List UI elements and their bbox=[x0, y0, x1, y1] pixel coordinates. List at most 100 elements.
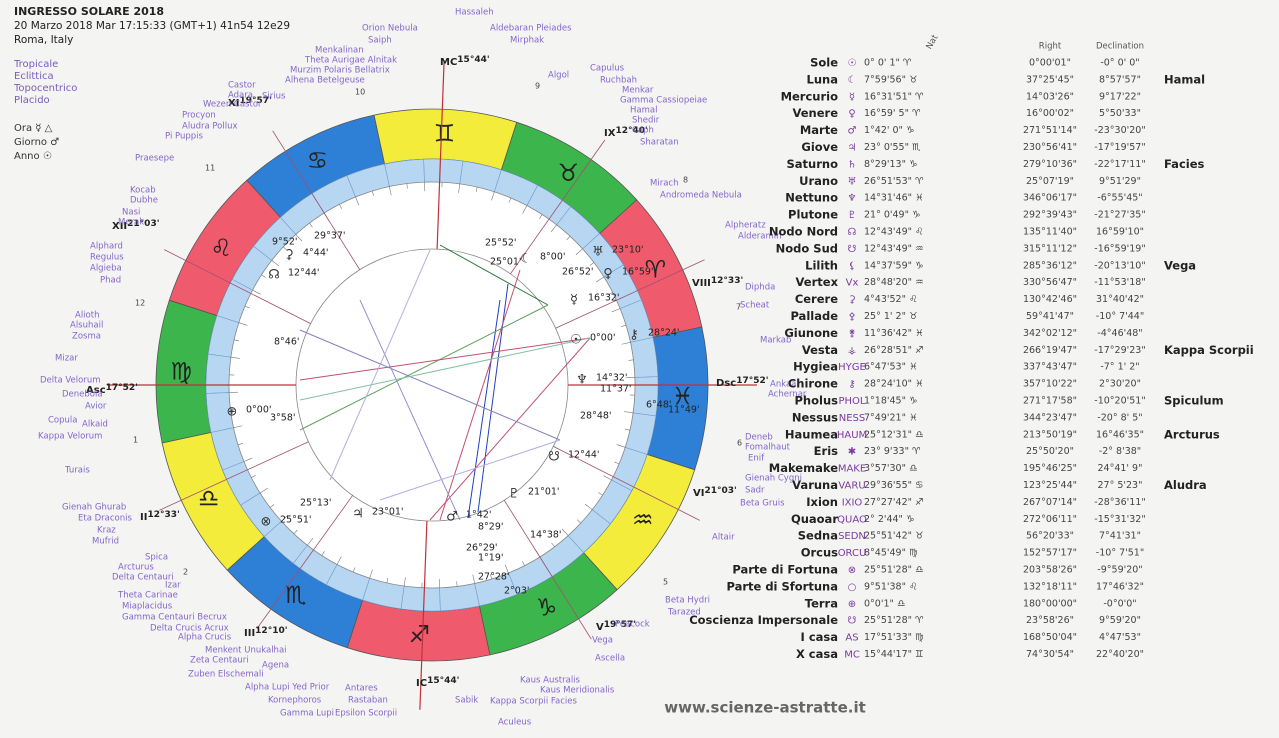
option: Topocentrico bbox=[13, 83, 77, 94]
planet-degree: 11°49' bbox=[668, 405, 700, 416]
place: Roma, Italy bbox=[14, 34, 73, 46]
star-name: Altair bbox=[712, 533, 735, 543]
planet-degree: 11°37' bbox=[600, 384, 632, 395]
row-right-ascension: 271°51'14" bbox=[1023, 125, 1077, 136]
sector-number: 1 bbox=[133, 436, 138, 445]
sector-number: 9 bbox=[535, 82, 540, 91]
row-right-ascension: 344°23'47" bbox=[1023, 412, 1077, 423]
degree-tick bbox=[281, 514, 289, 522]
star-name: Alioth bbox=[75, 311, 99, 321]
option: Tropicale bbox=[13, 59, 58, 70]
degree-tick bbox=[584, 503, 593, 510]
star-name: Wezen Castor bbox=[203, 100, 262, 110]
degree-tick bbox=[456, 581, 458, 587]
planet-glyph: ⚳ bbox=[284, 248, 294, 263]
row-declination: 9°59'20" bbox=[1099, 615, 1141, 626]
planet-glyph: ♇ bbox=[508, 487, 520, 502]
star-name: Tarazed bbox=[667, 608, 701, 618]
degree-tick bbox=[589, 262, 595, 266]
website: www.scienze-astratte.it bbox=[664, 699, 866, 717]
planet-degree: 25°01' bbox=[490, 257, 522, 268]
row-star: Hamal bbox=[1164, 72, 1205, 86]
aspect-line bbox=[299, 337, 591, 381]
sector-number: 7 bbox=[736, 303, 741, 312]
degree-tick bbox=[307, 537, 314, 546]
star-name: Zosma bbox=[72, 332, 101, 342]
row-name: Vesta bbox=[802, 343, 838, 357]
degree-tick bbox=[624, 428, 630, 431]
house-label: Asc17°52' bbox=[86, 383, 138, 397]
star-name: Miaplacidus bbox=[122, 602, 173, 612]
star-name: Gamma Lupi bbox=[280, 709, 334, 719]
star-name: Alpha Lupi Yed Prior bbox=[245, 683, 330, 693]
sign-glyph: ♈ bbox=[645, 256, 667, 284]
row-declination: -2° 8'38" bbox=[1099, 446, 1141, 457]
degree-tick bbox=[628, 359, 634, 361]
row-name: I casa bbox=[801, 630, 838, 644]
degree-tick bbox=[608, 292, 613, 295]
row-name: Chirone bbox=[788, 377, 838, 391]
degree-tick bbox=[238, 322, 248, 326]
row-name: Haumea bbox=[785, 427, 838, 441]
row-longitude: 8°45'49" ♍ bbox=[864, 548, 918, 559]
planet-degree: 12°44' bbox=[288, 268, 320, 279]
degree-tick bbox=[389, 186, 392, 196]
row-glyph: HAUM bbox=[837, 430, 867, 441]
sector-number: 8 bbox=[683, 176, 688, 185]
star-name: Alhena Betelgeuse bbox=[285, 76, 365, 86]
degree-tick bbox=[261, 274, 266, 278]
planet-degree: 6°48' bbox=[646, 400, 672, 411]
row-longitude: 25°51'28" ♈ bbox=[864, 615, 924, 626]
row-right-ascension: 180°00'00" bbox=[1023, 598, 1077, 609]
sign-glyph: ♒ bbox=[632, 506, 654, 534]
star-name: Alpha Crucis bbox=[178, 633, 232, 643]
house-number: VI bbox=[693, 488, 704, 499]
row-declination: 27° 5'23" bbox=[1098, 480, 1143, 491]
house-degree: 12°33' bbox=[711, 276, 743, 286]
row-declination: 9°17'22" bbox=[1099, 91, 1141, 102]
row-declination: -0°0'0" bbox=[1103, 598, 1136, 609]
row-declination: 16°46'35" bbox=[1096, 429, 1144, 440]
planet-degree: 14°32' bbox=[596, 373, 628, 384]
star-name: Zuben Elschemali bbox=[188, 670, 264, 680]
star-name: Alphard bbox=[90, 242, 123, 252]
row-declination: -7° 1' 2" bbox=[1100, 362, 1139, 373]
star-name: Avior bbox=[85, 402, 107, 412]
row-name: Cerere bbox=[795, 292, 838, 306]
degree-tick bbox=[369, 569, 373, 579]
star-name: Orion Nebula bbox=[362, 24, 418, 34]
row-declination: -6°55'45" bbox=[1097, 193, 1142, 204]
row-glyph: ♅ bbox=[848, 176, 857, 187]
house-label: VI21°03' bbox=[693, 486, 737, 500]
planet-glyph: ☋ bbox=[548, 450, 560, 465]
star-name: Shedir bbox=[632, 116, 660, 126]
row-glyph: SEDN bbox=[838, 531, 866, 542]
house-degree: 12°40' bbox=[615, 126, 647, 136]
sign-glyph: ♉ bbox=[557, 159, 579, 187]
row-star: Vega bbox=[1164, 258, 1196, 272]
option: Eclittica bbox=[14, 71, 54, 82]
row-declination: -0° 0' 0" bbox=[1100, 58, 1139, 69]
row-right-ascension: 168°50'04" bbox=[1023, 632, 1077, 643]
sector-number: 10 bbox=[355, 88, 365, 97]
planet-degree: 21°01' bbox=[528, 487, 560, 498]
row-longitude: 23° 9'33" ♈ bbox=[864, 446, 921, 457]
house-number: III bbox=[244, 628, 255, 639]
degree-tick bbox=[616, 444, 626, 448]
star-name: Beta Hydri bbox=[665, 596, 710, 606]
row-longitude: 25°12'31" ♎ bbox=[864, 429, 924, 440]
row-star: Arcturus bbox=[1164, 427, 1220, 441]
row-right-ascension: 23°58'26" bbox=[1026, 615, 1074, 626]
house-cusp bbox=[555, 259, 705, 329]
star-name: Procyon bbox=[182, 111, 216, 121]
star-name: Kaus Australis bbox=[520, 676, 581, 686]
row-name: Hygiea bbox=[793, 360, 838, 374]
degree-tick bbox=[475, 187, 478, 193]
planet-glyph: ⚷ bbox=[629, 328, 639, 343]
row-declination: -21°27'35" bbox=[1094, 210, 1145, 221]
table-header: Right bbox=[1039, 42, 1062, 52]
degree-tick bbox=[621, 324, 627, 327]
row-name: Pholus bbox=[795, 394, 839, 408]
star-name: Saiph bbox=[368, 36, 392, 46]
sign-glyph: ♍ bbox=[171, 357, 193, 385]
